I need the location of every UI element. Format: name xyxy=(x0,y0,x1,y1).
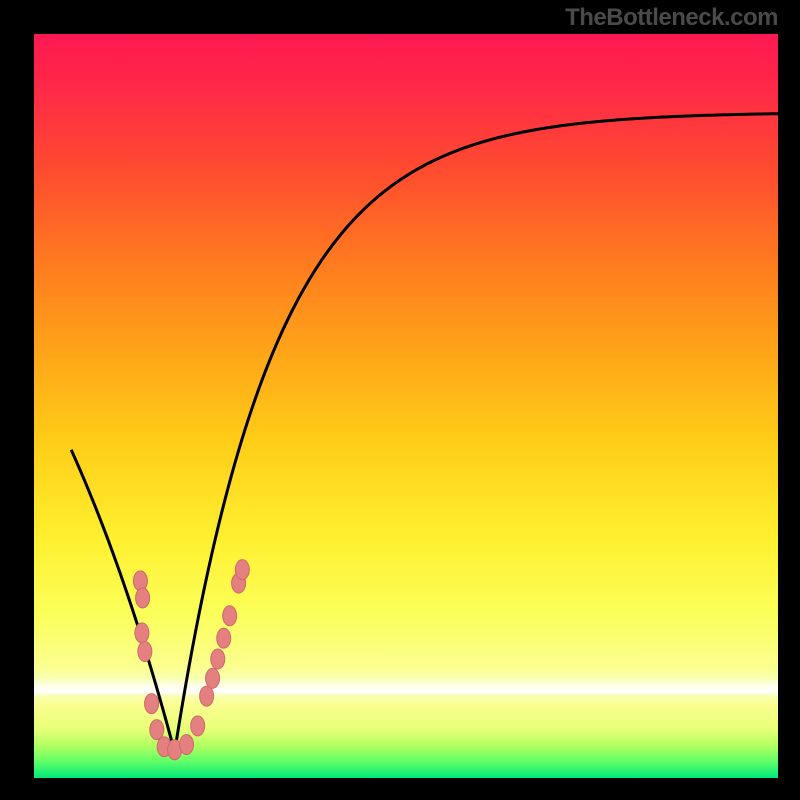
data-marker xyxy=(136,588,150,608)
watermark-text: TheBottleneck.com xyxy=(565,4,778,32)
gradient-background xyxy=(34,34,778,778)
data-marker xyxy=(180,735,194,755)
plot-svg xyxy=(34,34,778,778)
data-marker xyxy=(133,571,147,591)
data-marker xyxy=(138,642,152,662)
data-marker xyxy=(217,628,231,648)
data-marker xyxy=(200,686,214,706)
data-marker xyxy=(150,720,164,740)
data-marker xyxy=(223,606,237,626)
data-marker xyxy=(145,694,159,714)
data-marker xyxy=(206,668,220,688)
data-marker xyxy=(191,716,205,736)
data-marker xyxy=(235,560,249,580)
data-marker xyxy=(135,623,149,643)
data-marker xyxy=(211,649,225,669)
plot-area xyxy=(34,34,778,778)
chart-root: TheBottleneck.com xyxy=(0,0,800,800)
